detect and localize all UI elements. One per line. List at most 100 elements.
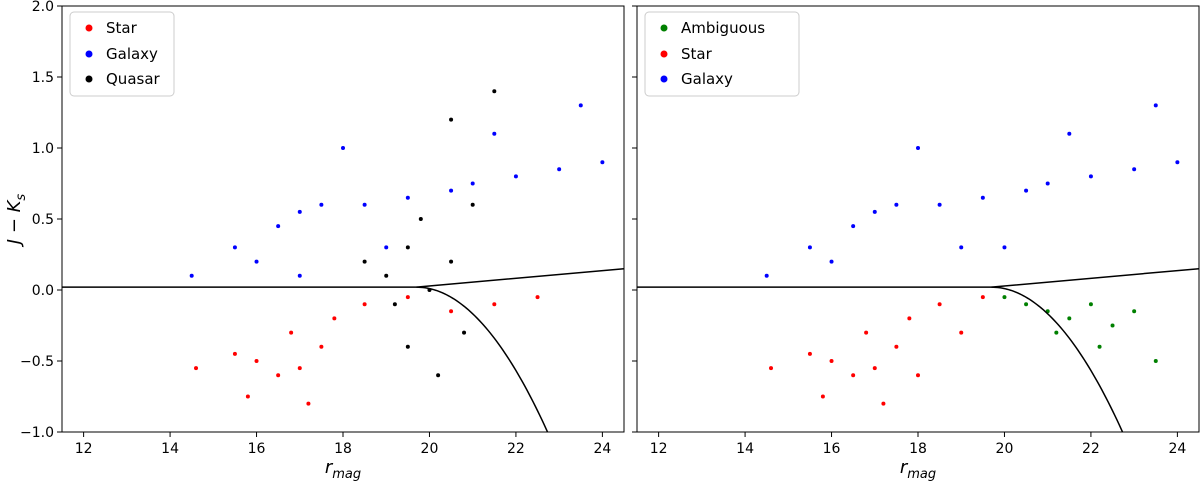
point-quasar: [449, 117, 454, 122]
point-star: [492, 302, 497, 307]
legend-label-galaxy: Galaxy: [681, 70, 733, 88]
point-galaxy: [959, 245, 964, 250]
point-ambiguous: [1054, 330, 1059, 335]
point-star: [194, 366, 199, 371]
point-galaxy: [894, 202, 899, 207]
x-tick-label: 12: [650, 441, 668, 457]
point-quasar: [384, 273, 389, 278]
legend-label-ambiguous: Ambiguous: [681, 19, 765, 37]
point-star: [276, 373, 281, 378]
point-galaxy: [1088, 174, 1093, 179]
y-tick-label: 2.0: [32, 0, 54, 15]
boundary-line-upper: [637, 267, 1199, 288]
y-tick-label: −0.5: [20, 354, 54, 370]
point-quasar: [418, 217, 423, 221]
x-tick-label: 24: [1168, 441, 1186, 457]
point-star: [232, 351, 237, 356]
point-galaxy: [916, 146, 920, 150]
point-star: [959, 330, 964, 335]
y-tick-label: 0.5: [32, 212, 54, 228]
y-tick-label: 1.5: [32, 70, 54, 86]
point-galaxy: [297, 273, 302, 278]
point-galaxy: [232, 245, 237, 250]
point-galaxy: [492, 131, 497, 136]
point-ambiguous: [1002, 295, 1007, 300]
point-star: [851, 373, 856, 378]
x-tick-label: 16: [823, 441, 841, 457]
boundary-line-upper: [62, 267, 624, 288]
point-star: [881, 401, 886, 406]
legend-label-star: Star: [681, 45, 713, 63]
point-star: [769, 366, 774, 371]
right-scatter-points: [764, 103, 1180, 406]
point-quasar: [462, 330, 467, 335]
boundary-curve-lower: [991, 286, 1124, 432]
point-galaxy: [872, 209, 877, 214]
x-tick-label: 14: [736, 441, 754, 457]
x-tick-label: 20: [421, 441, 439, 457]
x-tick-label: 22: [1082, 441, 1100, 457]
point-star: [245, 394, 250, 399]
point-ambiguous: [1110, 323, 1115, 328]
point-galaxy: [578, 103, 583, 108]
point-ambiguous: [1088, 302, 1093, 307]
point-galaxy: [1175, 160, 1180, 165]
point-star: [980, 295, 985, 300]
point-star: [820, 394, 825, 399]
point-star: [894, 344, 899, 349]
x-tick-label: 18: [909, 441, 927, 457]
point-galaxy: [513, 174, 518, 179]
point-star: [807, 351, 812, 356]
point-star: [916, 373, 920, 378]
point-galaxy: [1132, 167, 1137, 172]
point-ambiguous: [1067, 316, 1072, 321]
right-legend-box: [644, 11, 800, 97]
point-star: [535, 295, 540, 300]
point-galaxy: [764, 273, 769, 278]
point-quasar: [436, 373, 441, 378]
left-y-axis-title: J − Ks: [4, 194, 29, 248]
point-galaxy: [1002, 245, 1007, 250]
point-ambiguous: [1024, 302, 1029, 307]
boundary-curve-lower: [416, 286, 549, 432]
point-star: [362, 302, 367, 307]
point-star: [907, 316, 912, 321]
legend-marker-star: [85, 24, 93, 32]
point-galaxy: [276, 224, 281, 229]
point-galaxy: [341, 146, 345, 150]
left-scatter-points: [189, 89, 605, 406]
point-galaxy: [1024, 188, 1029, 193]
point-galaxy: [449, 188, 454, 193]
point-ambiguous: [1153, 359, 1158, 363]
y-tick-label: 1.0: [32, 141, 54, 157]
left-scatter-panel: 12 14 16 18 20 22 24 −1.0 −0.5 0.0 0.5 1.0 1.5 2.0 r…: [4, 0, 625, 482]
left-x-axis: 12 14 16 18 20 22 24: [75, 432, 611, 457]
x-tick-label: 16: [248, 441, 266, 457]
point-galaxy: [851, 224, 856, 229]
point-star: [254, 359, 259, 363]
left-x-axis-title: rmag: [325, 457, 361, 481]
point-galaxy: [1153, 103, 1158, 108]
point-galaxy: [189, 273, 194, 278]
point-ambiguous: [1132, 309, 1137, 314]
point-quasar: [405, 344, 410, 349]
left-y-axis: −1.0 −0.5 0.0 0.5 1.0 1.5 2.0: [20, 0, 62, 441]
x-tick-label: 14: [161, 441, 179, 457]
legend-marker-star: [660, 50, 668, 58]
right-x-axis-title: rmag: [900, 457, 936, 481]
left-legend-box: [69, 11, 175, 97]
point-star: [405, 295, 410, 300]
right-scatter-panel: 12 14 16 18 20 22 24 rmag Ambiguous Star Galax…: [632, 5, 1200, 482]
legend-label-galaxy: Galaxy: [106, 45, 158, 63]
point-galaxy: [254, 259, 259, 264]
point-galaxy: [600, 160, 605, 165]
point-galaxy: [319, 202, 324, 207]
point-star: [289, 330, 294, 335]
point-quasar: [405, 245, 410, 250]
point-galaxy: [557, 167, 562, 172]
right-boundary-curves: [637, 267, 1199, 432]
right-y-axis: [632, 5, 637, 433]
point-galaxy: [405, 195, 410, 200]
right-legend: Ambiguous Star Galaxy: [644, 11, 800, 97]
